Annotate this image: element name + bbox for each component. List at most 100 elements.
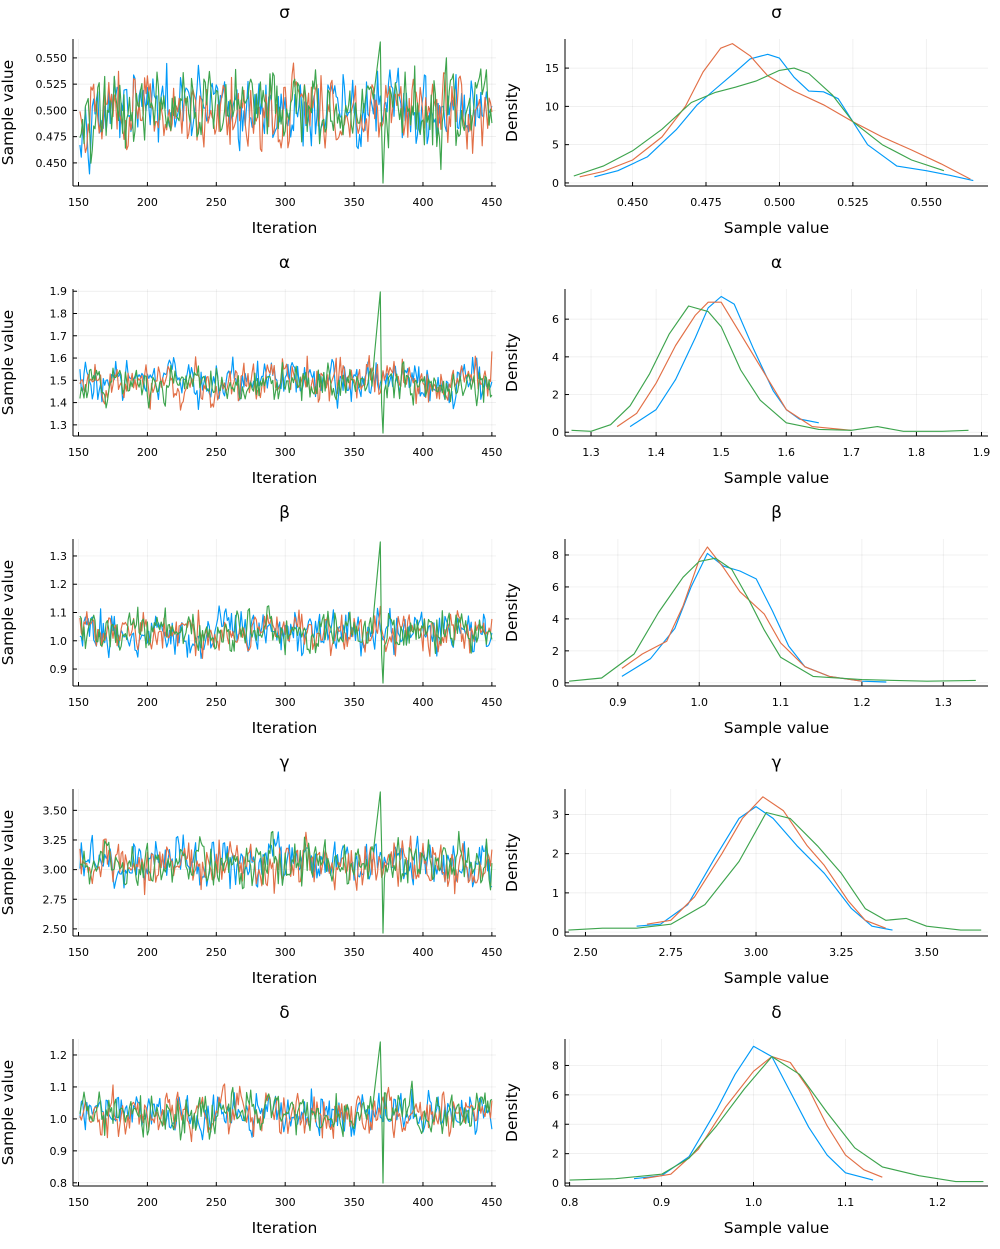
y-tick-label: 15 (545, 62, 559, 75)
x-tick-label: 1.9 (973, 446, 991, 459)
x-axis-title: Iteration (252, 1219, 318, 1237)
x-tick-label: 200 (137, 196, 158, 209)
chain-1-line (79, 62, 493, 175)
x-tick-label: 300 (275, 946, 296, 959)
chart-panel-6: 0.9 1.0 1.1 1.2 1.3 0 2 4 6 8 β Sample value Density (503, 503, 988, 737)
chart-panel-5: 150 200 250 300 350 400 450 0.9 1.0 1.1 1.2 1.3 β Ite… (0, 503, 502, 737)
y-tick-label: 0 (552, 677, 559, 690)
x-tick-label: 250 (206, 946, 227, 959)
chain-1-line (594, 53, 974, 182)
x-axis-title: Iteration (252, 469, 318, 487)
chain-3-line (79, 791, 493, 934)
chain-1-line (79, 1088, 493, 1141)
y-tick-label: 2.50 (43, 923, 68, 936)
y-tick-label: 4 (552, 1118, 559, 1131)
x-tick-label: 350 (344, 196, 365, 209)
y-axis-title: Sample value (0, 1060, 17, 1165)
chain-2-line (621, 546, 862, 682)
x-tick-label: 450 (481, 196, 502, 209)
y-tick-label: 1.3 (50, 550, 68, 563)
panel-title: α (279, 253, 290, 273)
y-tick-label: 1.0 (50, 1113, 68, 1126)
x-tick-label: 400 (412, 946, 433, 959)
y-tick-label: 0 (552, 926, 559, 939)
x-tick-label: 250 (206, 1196, 227, 1209)
panel-title: σ (279, 3, 290, 23)
x-axis-title: Sample value (724, 219, 829, 237)
y-tick-label: 1.2 (50, 578, 68, 591)
y-tick-label: 0.450 (36, 157, 68, 170)
x-tick-label: 0.500 (764, 196, 796, 209)
x-axis-title: Iteration (252, 719, 318, 737)
x-tick-label: 250 (206, 446, 227, 459)
chain-3-line (568, 811, 982, 931)
x-tick-label: 450 (481, 1196, 502, 1209)
x-tick-label: 1.3 (582, 446, 600, 459)
x-axis-title: Iteration (252, 969, 318, 987)
x-tick-label: 450 (481, 946, 502, 959)
x-tick-label: 450 (481, 696, 502, 709)
y-axis-title: Density (503, 333, 521, 392)
y-tick-label: 3.50 (43, 804, 68, 817)
x-tick-label: 0.9 (653, 1196, 671, 1209)
x-tick-label: 300 (275, 696, 296, 709)
y-tick-label: 0.9 (50, 663, 68, 676)
x-axis-title: Sample value (724, 719, 829, 737)
y-axis-title: Density (503, 833, 521, 892)
y-tick-label: 0 (552, 1177, 559, 1190)
chain-1-line (79, 356, 493, 410)
x-tick-label: 1.0 (690, 696, 708, 709)
x-tick-label: 1.7 (843, 446, 861, 459)
chain-2-line (616, 301, 852, 431)
y-tick-label: 1.2 (50, 1049, 68, 1062)
x-tick-label: 200 (137, 446, 158, 459)
y-axis-title: Density (503, 1083, 521, 1142)
x-tick-label: 0.450 (617, 196, 649, 209)
chain-3-line (79, 291, 493, 434)
x-tick-label: 1.6 (778, 446, 796, 459)
x-tick-label: 1.8 (908, 446, 926, 459)
chain-1-line (633, 1045, 874, 1181)
x-axis-title: Iteration (252, 219, 318, 237)
chain-2-line (79, 831, 493, 896)
x-tick-label: 350 (344, 696, 365, 709)
x-tick-label: 400 (412, 196, 433, 209)
chain-1-line (629, 295, 819, 428)
chain-2-line (79, 62, 493, 154)
x-tick-label: 250 (206, 196, 227, 209)
x-tick-label: 3.00 (744, 946, 769, 959)
panel-title: α (771, 253, 782, 273)
y-tick-label: 1.1 (50, 607, 68, 620)
x-tick-label: 1.2 (853, 696, 871, 709)
y-tick-label: 1.7 (50, 330, 68, 343)
x-tick-label: 1.3 (935, 696, 953, 709)
y-tick-label: 1.5 (50, 374, 68, 387)
chain-3-line (79, 1041, 493, 1184)
chain-2-line (579, 43, 971, 180)
x-tick-label: 150 (68, 696, 89, 709)
y-tick-label: 4 (552, 613, 559, 626)
y-tick-label: 1.3 (50, 419, 68, 432)
y-tick-label: 0.500 (36, 104, 68, 117)
x-tick-label: 200 (137, 1196, 158, 1209)
chain-1-line (636, 806, 893, 931)
x-tick-label: 400 (412, 1196, 433, 1209)
x-axis-title: Sample value (724, 969, 829, 987)
x-axis-title: Sample value (724, 469, 829, 487)
chart-panel-3: 150 200 250 300 350 400 450 1.3 1.4 1.5 1.6 1.7 1.8 1… (0, 253, 502, 487)
chain-3-line (571, 305, 969, 432)
y-axis-title: Sample value (0, 560, 17, 665)
x-tick-label: 150 (68, 1196, 89, 1209)
y-axis-title: Sample value (0, 810, 17, 915)
x-tick-label: 1.2 (929, 1196, 947, 1209)
y-tick-label: 1.6 (50, 352, 68, 365)
x-tick-label: 350 (344, 446, 365, 459)
chart-panel-4: 1.3 1.4 1.5 1.6 1.7 1.8 1.9 0 2 4 6 α Sample value De… (503, 253, 990, 487)
y-tick-label: 2 (552, 389, 559, 402)
x-tick-label: 150 (68, 946, 89, 959)
panel-title: σ (771, 3, 782, 23)
y-tick-label: 3.25 (43, 834, 68, 847)
y-tick-label: 1.8 (50, 308, 68, 321)
x-tick-label: 300 (275, 1196, 296, 1209)
